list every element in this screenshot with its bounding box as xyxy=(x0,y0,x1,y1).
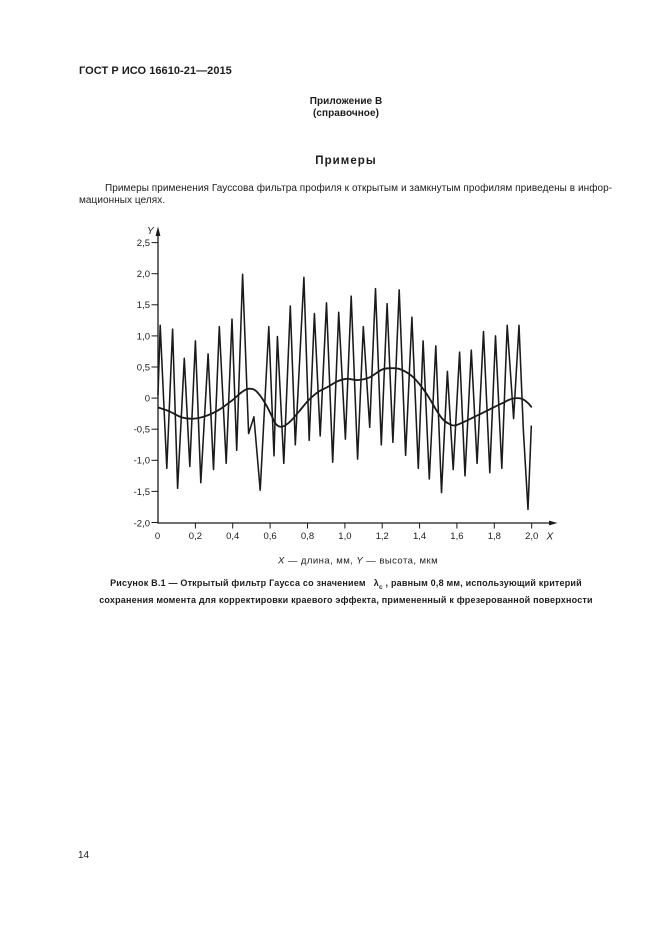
svg-text:1,2: 1,2 xyxy=(376,531,389,542)
svg-text:-1,5: -1,5 xyxy=(134,487,150,498)
svg-text:0,6: 0,6 xyxy=(263,531,276,542)
svg-text:1,8: 1,8 xyxy=(488,531,501,542)
svg-text:0,2: 0,2 xyxy=(189,531,202,542)
svg-text:1,6: 1,6 xyxy=(450,531,463,542)
svg-text:0,4: 0,4 xyxy=(226,531,239,542)
svg-text:1,4: 1,4 xyxy=(413,531,426,542)
svg-text:0: 0 xyxy=(155,531,160,542)
svg-text:1,0: 1,0 xyxy=(137,331,150,342)
svg-text:2,0: 2,0 xyxy=(525,531,538,542)
svg-text:0: 0 xyxy=(145,394,150,405)
svg-text:1,0: 1,0 xyxy=(338,531,351,542)
svg-text:X — длина, мм, Y — высота, мкм: X — длина, мм, Y — высота, мкм xyxy=(277,556,438,567)
svg-text:0,8: 0,8 xyxy=(301,531,314,542)
svg-text:Y: Y xyxy=(147,226,155,237)
svg-text:2,5: 2,5 xyxy=(137,238,150,249)
svg-text:-0,5: -0,5 xyxy=(134,425,150,436)
svg-text:0,5: 0,5 xyxy=(137,362,150,373)
svg-text:1,5: 1,5 xyxy=(137,300,150,311)
svg-text:2,0: 2,0 xyxy=(137,269,150,280)
svg-text:-1,0: -1,0 xyxy=(134,456,150,467)
svg-text:-2,0: -2,0 xyxy=(134,519,150,530)
svg-text:X: X xyxy=(546,532,554,543)
